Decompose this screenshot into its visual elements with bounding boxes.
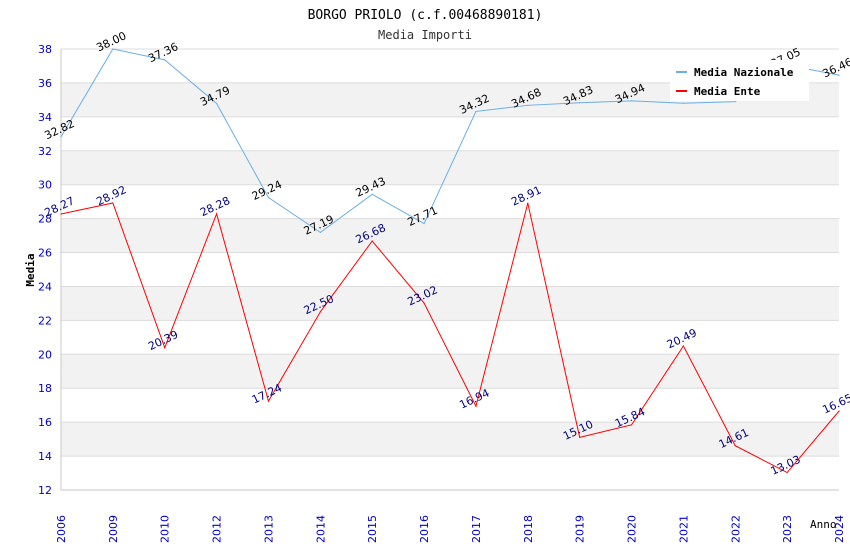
grid-band	[61, 218, 839, 253]
y-tick-label: 26	[38, 247, 52, 260]
y-tick-label: 36	[38, 77, 52, 90]
grid-band	[61, 184, 839, 219]
data-point	[682, 102, 685, 104]
grid-band	[61, 388, 839, 423]
chart-title: BORGO PRIOLO (c.f.00468890181)	[308, 8, 543, 23]
x-tick-label: 2009	[107, 515, 120, 543]
x-tick-label: 2016	[418, 515, 431, 543]
x-tick-label: 2021	[677, 515, 690, 543]
x-tick-label: 2020	[626, 515, 639, 543]
x-tick-label: 2015	[366, 515, 379, 543]
data-point	[527, 202, 529, 204]
data-point	[630, 424, 633, 426]
data-point	[60, 213, 62, 215]
data-point	[216, 102, 218, 105]
y-tick-label: 20	[38, 348, 52, 361]
legend: Media Nazionale Media Ente	[670, 60, 809, 101]
y-tick-label: 12	[38, 484, 52, 497]
y-tick-label: 22	[38, 314, 52, 327]
grid-band	[61, 456, 839, 490]
x-tick-label: 2018	[522, 515, 535, 543]
data-point	[319, 231, 321, 233]
data-point	[267, 196, 270, 199]
data-point	[267, 400, 270, 402]
data-point	[112, 202, 114, 204]
x-tick-labels: 2006 2009 2010 2012 2013 2014 2015 2016 2017 2018…	[55, 515, 846, 543]
data-point	[630, 100, 633, 102]
data-point	[786, 471, 788, 474]
x-tick-label: 2012	[211, 515, 224, 543]
data-point	[475, 405, 477, 407]
x-tick-label: 2022	[729, 515, 742, 543]
data-point	[682, 345, 685, 347]
y-tick-label: 34	[38, 111, 52, 124]
grid-band	[61, 320, 839, 355]
y-tick-label: 32	[38, 145, 52, 158]
y-tick-label: 28	[38, 213, 52, 226]
data-point	[579, 102, 581, 104]
x-tick-label: 2010	[159, 515, 172, 543]
chart-subtitle: Media Importi	[378, 28, 472, 42]
data-point	[734, 445, 736, 447]
y-tick-label: 38	[38, 43, 52, 56]
data-point	[734, 100, 736, 103]
data-point	[371, 240, 373, 242]
data-point	[423, 302, 425, 304]
data-point	[60, 136, 62, 138]
x-tick-label: 2017	[470, 515, 483, 543]
y-tick-label: 14	[38, 450, 52, 463]
x-axis-title: Anno	[810, 518, 837, 531]
x-tick-label: 2024	[833, 515, 846, 543]
data-point	[579, 436, 581, 439]
data-point	[164, 59, 166, 61]
legend-box	[670, 60, 809, 101]
x-tick-label: 2023	[781, 515, 794, 543]
data-point	[164, 347, 166, 349]
data-point	[319, 311, 321, 313]
data-point	[216, 213, 218, 215]
data-point	[475, 110, 477, 113]
y-tick-label: 18	[38, 382, 52, 395]
legend-label: Media Nazionale	[694, 66, 794, 79]
data-point	[423, 222, 425, 225]
data-point	[527, 104, 529, 106]
x-tick-label: 2014	[314, 515, 327, 543]
data-point	[838, 74, 840, 76]
grid-band	[61, 252, 839, 287]
grid-band	[61, 354, 839, 389]
x-tick-label: 2006	[55, 515, 68, 543]
y-axis-title: Media	[24, 253, 37, 286]
grid-band	[61, 286, 839, 321]
grid-band	[61, 116, 839, 151]
y-tick-label: 16	[38, 416, 52, 429]
y-tick-label: 30	[38, 179, 52, 192]
y-tick-label: 24	[38, 280, 52, 293]
data-point	[112, 48, 114, 50]
data-point	[371, 193, 373, 195]
x-tick-label: 2019	[574, 515, 587, 543]
series-line	[60, 48, 840, 233]
legend-label: Media Ente	[694, 85, 761, 98]
y-tick-labels: 12 14 16 18 20 22 24 26 28 30 32 34 36 38	[38, 43, 52, 497]
data-point	[838, 410, 840, 412]
grid-band	[61, 422, 839, 457]
x-tick-label: 2013	[262, 515, 275, 543]
grid-bands	[61, 49, 839, 490]
series-line	[60, 202, 840, 474]
